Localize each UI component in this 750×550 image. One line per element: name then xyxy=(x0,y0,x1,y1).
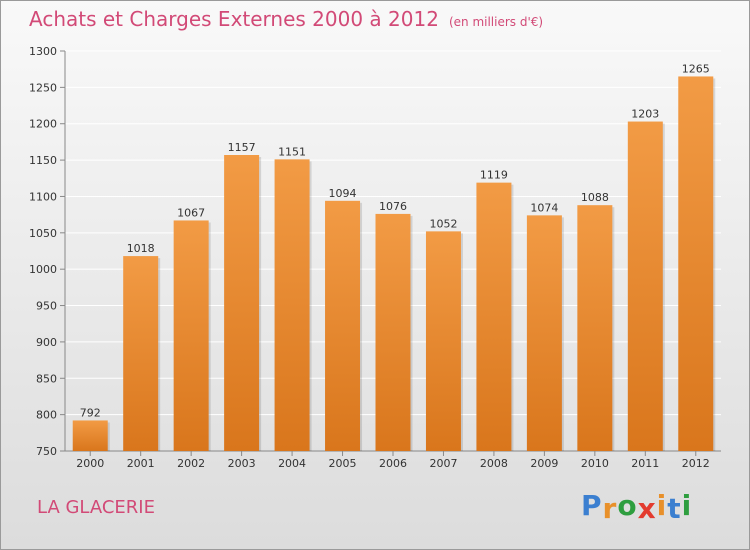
x-tick-label: 2002 xyxy=(177,457,205,470)
proxiti-logo: Proxiti xyxy=(581,489,693,525)
x-tick-label: 2008 xyxy=(480,457,508,470)
bar-value-label: 1076 xyxy=(379,200,407,213)
bar-value-label: 1157 xyxy=(228,141,256,154)
chart-title-text: Achats et Charges Externes 2000 à 2012 xyxy=(29,7,439,31)
logo-letter: i xyxy=(681,489,693,522)
bar-value-label: 1151 xyxy=(278,145,306,158)
bar-value-label: 1074 xyxy=(530,201,558,214)
y-tick-label: 900 xyxy=(36,336,57,349)
bar-value-label: 1265 xyxy=(682,62,710,75)
bar xyxy=(224,155,260,451)
bar-value-label: 1119 xyxy=(480,169,508,182)
bar xyxy=(325,200,361,451)
bar xyxy=(72,420,108,451)
bar xyxy=(425,231,461,451)
x-tick-label: 2009 xyxy=(530,457,558,470)
logo-letter: x xyxy=(637,492,657,525)
chart-subtitle: (en milliers d'€) xyxy=(448,15,544,29)
bar xyxy=(375,213,411,451)
bar-value-label: 1203 xyxy=(631,108,659,121)
x-tick-label: 2011 xyxy=(631,457,659,470)
bar xyxy=(526,215,562,451)
logo-letter: r xyxy=(602,492,618,525)
bar xyxy=(627,121,663,451)
x-tick-label: 2010 xyxy=(581,457,609,470)
y-tick-label: 1000 xyxy=(29,263,57,276)
logo-letter: i xyxy=(656,489,668,522)
bar-value-label: 1018 xyxy=(127,242,155,255)
logo-letter: t xyxy=(667,492,682,525)
logo-letter: P xyxy=(581,489,603,522)
bar xyxy=(274,159,310,451)
x-tick-label: 2007 xyxy=(429,457,457,470)
bar xyxy=(577,205,613,451)
y-tick-label: 850 xyxy=(36,372,57,385)
bar-value-label: 1067 xyxy=(177,206,205,219)
bar-value-label: 1052 xyxy=(429,217,457,230)
logo-letter: o xyxy=(617,489,638,522)
y-tick-label: 800 xyxy=(36,409,57,422)
x-tick-label: 2005 xyxy=(329,457,357,470)
bar xyxy=(678,76,714,452)
bar-value-label: 1088 xyxy=(581,191,609,204)
y-tick-label: 950 xyxy=(36,300,57,313)
y-tick-label: 1100 xyxy=(29,190,57,203)
x-tick-label: 2004 xyxy=(278,457,306,470)
x-tick-label: 2001 xyxy=(127,457,155,470)
chart-title: Achats et Charges Externes 2000 à 2012 (e… xyxy=(29,7,543,31)
y-tick-label: 1250 xyxy=(29,81,57,94)
bar xyxy=(173,220,209,451)
bar-value-label: 1094 xyxy=(329,187,357,200)
y-tick-label: 1050 xyxy=(29,227,57,240)
place-name: LA GLACERIE xyxy=(37,497,155,518)
bar-value-label: 792 xyxy=(80,406,101,419)
y-tick-label: 750 xyxy=(36,445,57,458)
y-tick-label: 1150 xyxy=(29,154,57,167)
x-tick-label: 2003 xyxy=(228,457,256,470)
x-tick-label: 2006 xyxy=(379,457,407,470)
y-tick-label: 1200 xyxy=(29,118,57,131)
bar xyxy=(476,182,512,452)
x-tick-label: 2000 xyxy=(76,457,104,470)
x-tick-label: 2012 xyxy=(682,457,710,470)
y-tick-label: 1300 xyxy=(29,45,57,58)
bar xyxy=(123,256,159,451)
